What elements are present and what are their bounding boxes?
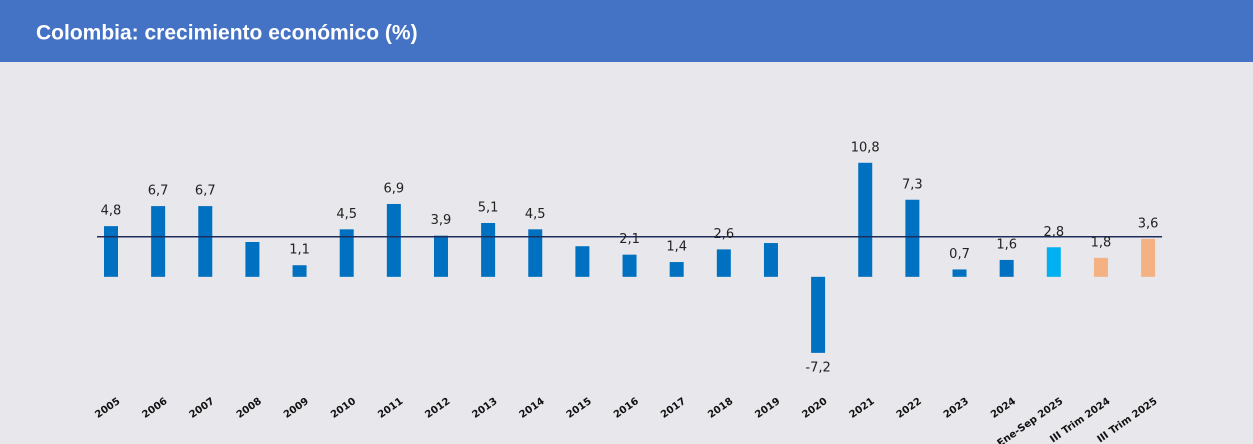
data-label: 2,8	[1043, 225, 1064, 240]
bar	[433, 235, 448, 277]
bar	[905, 199, 920, 277]
data-label: 7,3	[902, 177, 923, 192]
bar	[622, 254, 637, 277]
data-label: 4,5	[525, 207, 546, 222]
bar	[858, 162, 873, 277]
data-label: 4,8	[101, 204, 122, 219]
bar	[292, 265, 307, 277]
data-label: 3,9	[431, 213, 452, 228]
bar	[1093, 257, 1108, 277]
bar	[763, 243, 778, 277]
data-label: 2,6	[713, 227, 734, 242]
bar	[245, 241, 260, 277]
bar	[811, 276, 826, 353]
data-label: 0,7	[949, 247, 970, 262]
bar	[575, 246, 590, 277]
bar	[198, 206, 213, 277]
bar	[104, 226, 118, 277]
header-band	[0, 0, 1253, 62]
bar	[151, 206, 166, 277]
bar	[1141, 238, 1156, 277]
bar	[716, 249, 731, 277]
data-label: -7,2	[805, 360, 830, 375]
bar	[952, 269, 967, 277]
data-label: 1,6	[996, 237, 1017, 252]
bar	[1046, 247, 1061, 277]
bar	[999, 259, 1014, 277]
data-label: 10,8	[851, 140, 880, 155]
data-label: 2,1	[619, 232, 640, 247]
data-label: 5,1	[478, 200, 499, 215]
data-label: 4,5	[336, 207, 357, 222]
data-label: 3,6	[1138, 216, 1159, 231]
data-label: 6,7	[195, 184, 216, 199]
bar	[528, 229, 543, 277]
data-label: 1,4	[666, 240, 687, 255]
data-label: 6,7	[148, 184, 169, 199]
data-label: 1,8	[1091, 235, 1112, 250]
bar	[669, 262, 684, 277]
bar	[339, 229, 354, 277]
chart-title: Colombia: crecimiento económico (%)	[36, 22, 418, 45]
data-label: 6,9	[383, 181, 404, 196]
bar	[386, 203, 401, 277]
bar	[481, 222, 496, 277]
data-label: 1,1	[289, 243, 310, 258]
